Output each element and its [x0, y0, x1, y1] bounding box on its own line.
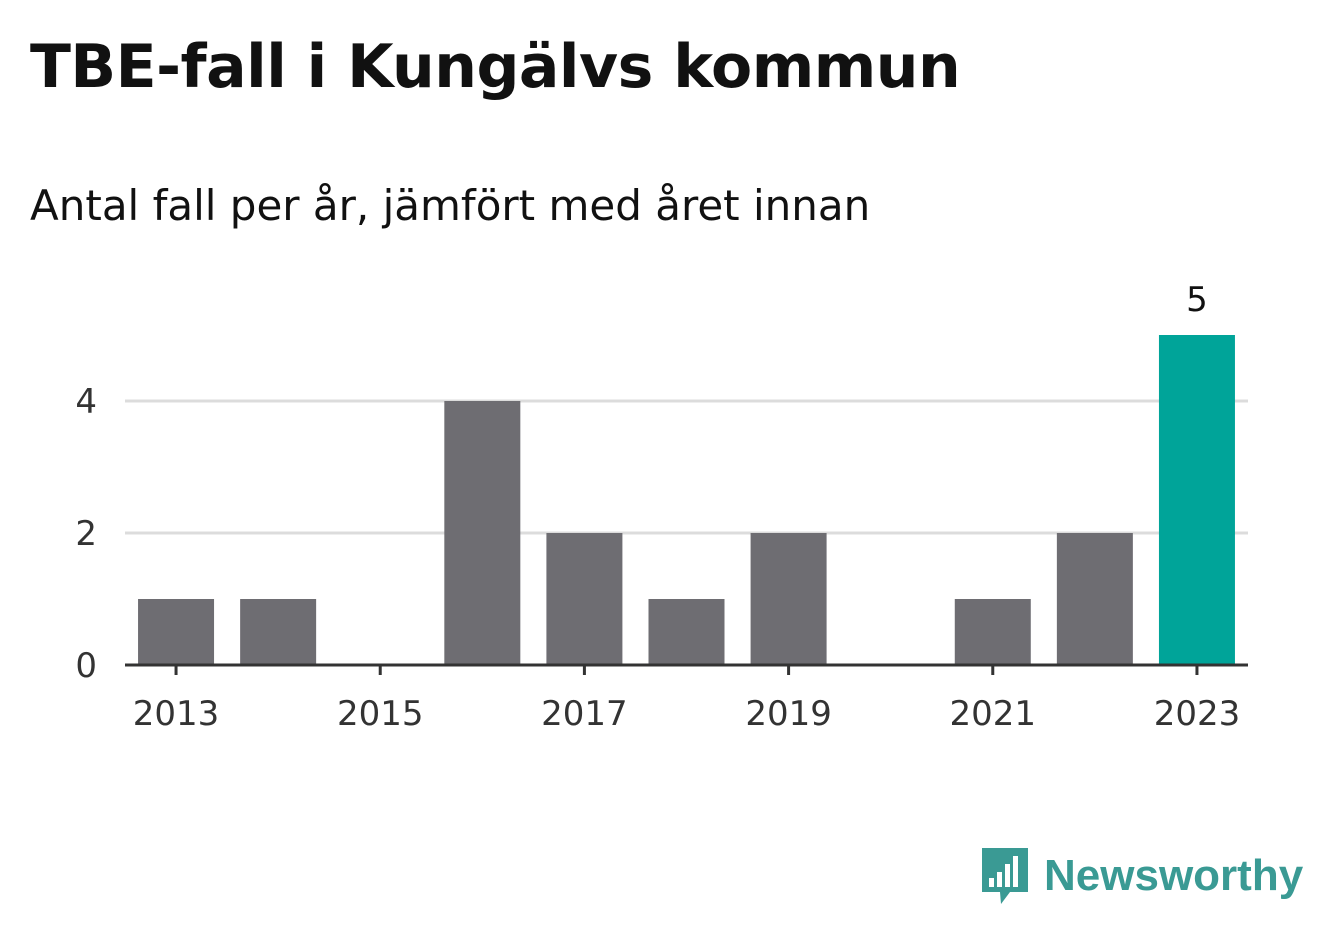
bar-2013	[138, 599, 215, 665]
chart-title: TBE-fall i Kungälvs kommun	[30, 32, 961, 102]
x-tick-label-2017: 2017	[541, 694, 628, 734]
brand-name: Newsworthy	[1044, 851, 1304, 900]
bar-2021	[954, 599, 1031, 665]
bar-2019	[750, 533, 827, 665]
bar-2023	[1158, 335, 1235, 665]
newsworthy-logo-icon	[982, 848, 1028, 904]
chart-subtitle: Antal fall per år, jämfört med året inna…	[30, 181, 871, 230]
bar-2017	[546, 533, 623, 665]
bar-2016	[444, 401, 521, 665]
y-tick-label-2: 2	[75, 514, 97, 554]
data-label-2023: 5	[1186, 280, 1208, 320]
bar-2014	[240, 599, 317, 665]
y-tick-label-4: 4	[75, 382, 97, 422]
x-tick-label-2019: 2019	[745, 694, 832, 734]
bar-2018	[648, 599, 725, 665]
bar-2022	[1056, 533, 1133, 665]
x-tick-label-2023: 2023	[1154, 694, 1241, 734]
x-tick-label-2013: 2013	[133, 694, 220, 734]
x-tick-label-2021: 2021	[950, 694, 1037, 734]
y-tick-label-0: 0	[75, 646, 97, 686]
x-tick-label-2015: 2015	[337, 694, 424, 734]
newsworthy-brand: Newsworthy	[980, 846, 1303, 906]
